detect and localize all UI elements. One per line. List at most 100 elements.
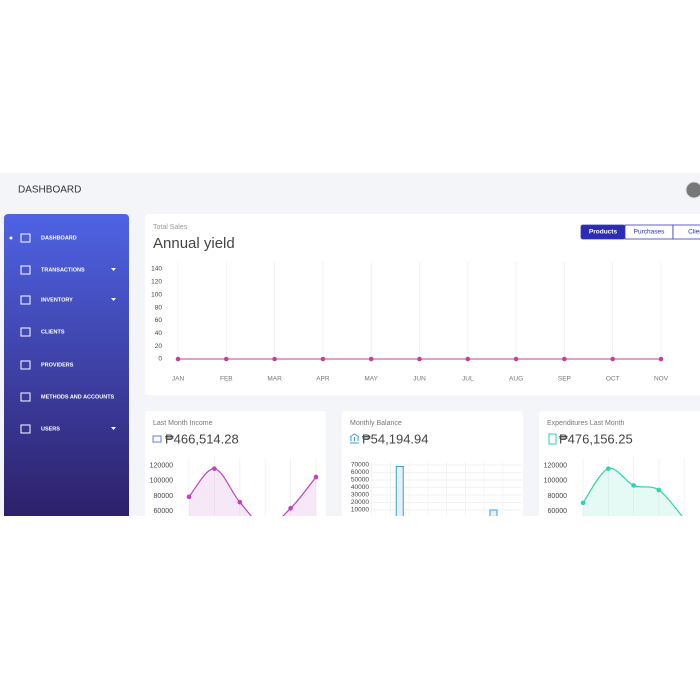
y-tick-label: 120	[151, 279, 162, 286]
x-tick-label: MAR	[267, 376, 282, 383]
data-point	[237, 499, 243, 505]
y-tick-label: 40	[155, 330, 163, 337]
bar	[489, 509, 498, 516]
menu-icon	[20, 360, 31, 370]
balance-icon	[349, 433, 360, 444]
y-tick-label: 70000	[351, 462, 369, 469]
data-point	[417, 356, 422, 362]
y-tick-label: 80000	[548, 493, 568, 500]
y-tick-label: 120000	[544, 462, 567, 469]
income-icon	[152, 435, 162, 443]
data-point	[610, 356, 615, 362]
y-tick-label: 100000	[150, 478, 173, 485]
data-point	[175, 356, 181, 362]
menu-icon	[20, 295, 31, 305]
expenditure-icon	[548, 433, 557, 445]
x-tick-label: OCT	[606, 376, 620, 383]
chart-title: Annual yield	[153, 235, 235, 252]
card-title: Monthly Balance	[350, 420, 402, 427]
tab-label: Products	[589, 229, 618, 236]
y-tick-label: 60000	[548, 508, 568, 515]
y-tick-label: 100	[151, 291, 162, 298]
y-tick-label: 140	[151, 266, 162, 273]
data-point	[513, 356, 519, 362]
data-point	[465, 356, 471, 362]
balance-card	[342, 411, 523, 516]
y-tick-label: 20000	[351, 499, 369, 506]
card-title: Last Month Income	[153, 420, 213, 427]
menu-label: USERS	[41, 426, 60, 432]
series-area	[189, 468, 316, 516]
data-point	[263, 524, 268, 529]
y-tick-label: 120000	[150, 462, 173, 469]
y-tick-label: 10000	[351, 507, 369, 514]
menu-label: DASHBOARD	[41, 235, 77, 241]
card-amount: ₱54,194.94	[362, 431, 429, 446]
bar	[395, 466, 404, 516]
data-point	[212, 466, 217, 471]
data-point	[682, 517, 687, 522]
tab-label: Purchases	[634, 229, 665, 236]
menu-label: PROVIDERS	[41, 362, 74, 368]
series-area	[583, 468, 682, 516]
x-tick-label: SEP	[558, 376, 571, 383]
income-card	[145, 411, 326, 516]
app: DASHBOARD Total Sales Annual yield DASHB…	[0, 173, 700, 529]
data-point	[320, 356, 326, 362]
data-point	[562, 356, 567, 362]
x-tick-label: JUN	[413, 376, 426, 383]
menu-icon	[20, 424, 31, 434]
y-tick-label: 50000	[351, 477, 369, 484]
data-point	[186, 494, 192, 500]
chart-subtitle: Total Sales	[153, 224, 188, 231]
x-tick-label: FEB	[220, 376, 233, 383]
data-point	[368, 356, 374, 362]
y-tick-label: 0	[158, 356, 162, 363]
y-tick-label: 60000	[154, 508, 174, 515]
card-amount: ₱476,156.25	[559, 431, 633, 446]
tab-label: Clients	[688, 229, 700, 236]
data-point	[631, 483, 636, 488]
tab[interactable]	[672, 224, 700, 240]
active-dot	[9, 236, 13, 240]
y-tick-label: 60000	[351, 469, 369, 476]
x-tick-label: NOV	[654, 376, 669, 383]
header-title: DASHBOARD	[18, 185, 81, 196]
y-tick-label: 40000	[351, 484, 369, 491]
menu-label: METHODS AND ACCOUNTS	[41, 394, 115, 400]
card-amount: ₱466,514.28	[165, 431, 239, 446]
sidebar	[4, 214, 129, 516]
x-tick-label: APR	[316, 376, 330, 383]
data-point	[606, 466, 611, 471]
menu-item[interactable]	[6, 417, 127, 441]
sales-card	[145, 214, 700, 395]
data-point	[288, 505, 293, 511]
data-point	[580, 500, 586, 506]
data-point	[272, 356, 277, 362]
dropdown-caret	[111, 268, 116, 271]
y-tick-label: 60	[155, 317, 163, 324]
menu-label: CLIENTS	[41, 329, 65, 335]
card-title: Expenditures Last Month	[547, 420, 625, 427]
y-tick-label: 30000	[351, 492, 369, 499]
menu-label: TRANSACTIONS	[41, 267, 85, 273]
y-tick-label: 80000	[154, 493, 174, 500]
dropdown-caret	[111, 427, 116, 430]
x-tick-label: JUL	[462, 376, 474, 383]
menu-item[interactable]	[6, 320, 127, 344]
menu-icon	[20, 265, 31, 275]
menu-icon	[20, 327, 31, 337]
menu-icon	[20, 233, 31, 243]
avatar[interactable]	[685, 181, 700, 199]
data-point	[656, 487, 662, 493]
x-tick-label: JAN	[172, 376, 185, 383]
y-tick-label: 100000	[544, 478, 567, 485]
x-tick-label: AUG	[509, 376, 523, 383]
y-tick-label: 20	[155, 343, 163, 350]
data-point	[313, 474, 319, 480]
x-tick-label: MAY	[364, 376, 378, 383]
dropdown-caret	[111, 298, 116, 301]
menu-icon	[20, 392, 31, 402]
